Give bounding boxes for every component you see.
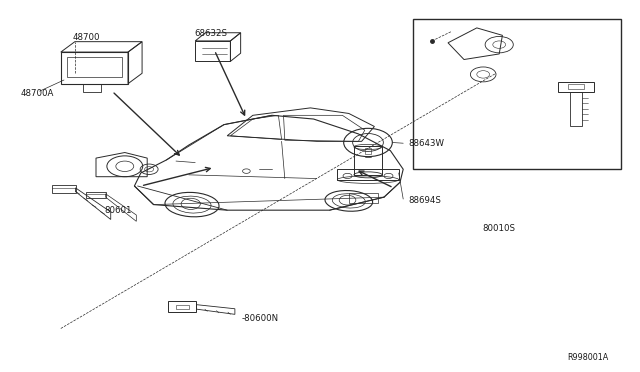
Bar — [195, 41, 230, 61]
Bar — [176, 305, 189, 309]
Text: 48700: 48700 — [73, 33, 100, 42]
Bar — [83, 84, 101, 92]
Text: 80010S: 80010S — [483, 224, 516, 233]
Bar — [413, 19, 621, 169]
Text: -80600N: -80600N — [242, 314, 279, 323]
Bar — [61, 52, 128, 84]
Text: 80601: 80601 — [105, 206, 132, 215]
Bar — [365, 148, 371, 154]
Text: 68632S: 68632S — [195, 29, 228, 38]
Text: 88643W: 88643W — [408, 139, 444, 148]
Text: 88694S: 88694S — [408, 196, 441, 205]
Bar — [67, 57, 122, 77]
Text: 48700A: 48700A — [20, 89, 54, 98]
Text: R998001A: R998001A — [567, 353, 608, 362]
Bar — [349, 193, 378, 203]
Bar — [568, 84, 584, 89]
